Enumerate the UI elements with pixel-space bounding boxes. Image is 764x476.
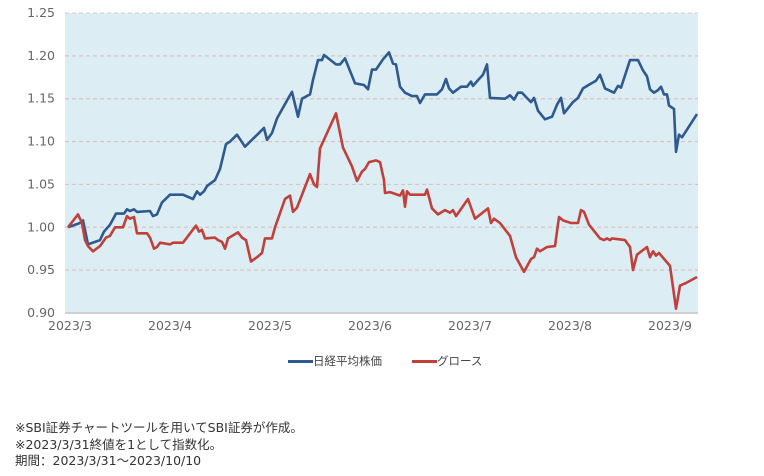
y-tick-label: 1.20: [27, 48, 55, 63]
x-tick-label: 2023/9: [648, 318, 692, 333]
x-tick-label: 2023/5: [248, 318, 292, 333]
y-tick-label: 1.10: [27, 134, 55, 149]
x-tick-label: 2023/7: [448, 318, 492, 333]
series-line-growth: [66, 112, 698, 310]
legend-swatch-growth: [412, 359, 437, 363]
legend-item-growth: グロース: [412, 353, 482, 369]
line-chart: 0.90 0.95 1.00 1.05 1.10 1.15 1.20 1.25 2023/3 20…: [27, 5, 699, 333]
legend-label-growth: グロース: [437, 354, 483, 368]
x-tick-label: 2023/4: [148, 318, 192, 333]
x-tick-label: 2023/8: [548, 318, 592, 333]
y-tick-label: 0.90: [27, 305, 55, 320]
legend: 日経平均株価 グロース: [288, 353, 512, 369]
y-tick-label: 1.05: [27, 176, 55, 191]
y-tick-label: 1.25: [27, 5, 55, 20]
y-tick-label: 0.95: [27, 262, 55, 277]
footnote-period: 期間：2023/3/31～2023/10/10: [15, 453, 202, 468]
legend-swatch-nikkei: [288, 359, 313, 363]
x-tick-label: 2023/6: [348, 318, 392, 333]
footnotes: ※SBI証券チャートツールを用いてSBI証券が作成。 ※2023/3/31終値を…: [15, 420, 303, 470]
y-tick-label: 1.15: [27, 91, 55, 106]
legend-label-nikkei: 日経平均株価: [313, 354, 382, 368]
series-line-nikkei: [67, 51, 699, 246]
x-tick-label: 2023/3: [48, 318, 92, 333]
footnote-source: ※SBI証券チャートツールを用いてSBI証券が作成。: [15, 420, 303, 435]
y-tick-label: 1.00: [27, 219, 55, 234]
footnote-index: ※2023/3/31終値を1として指数化。: [15, 436, 223, 452]
legend-item-nikkei: 日経平均株価: [288, 353, 382, 369]
